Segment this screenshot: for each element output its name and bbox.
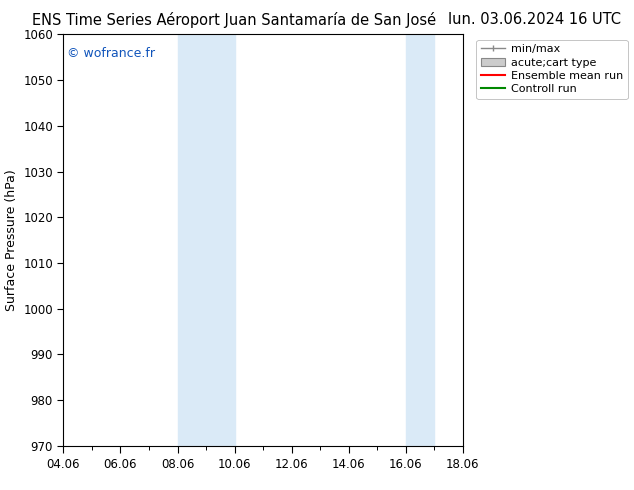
- Bar: [178, 34, 235, 446]
- Legend: min/max, acute;cart type, Ensemble mean run, Controll run: min/max, acute;cart type, Ensemble mean …: [476, 40, 628, 99]
- Text: © wofrance.fr: © wofrance.fr: [67, 47, 155, 60]
- Text: lun. 03.06.2024 16 UTC: lun. 03.06.2024 16 UTC: [448, 12, 621, 27]
- Bar: [406, 34, 434, 446]
- Y-axis label: Surface Pressure (hPa): Surface Pressure (hPa): [4, 169, 18, 311]
- Text: ENS Time Series Aéroport Juan Santamaría de San José: ENS Time Series Aéroport Juan Santamaría…: [32, 12, 436, 28]
